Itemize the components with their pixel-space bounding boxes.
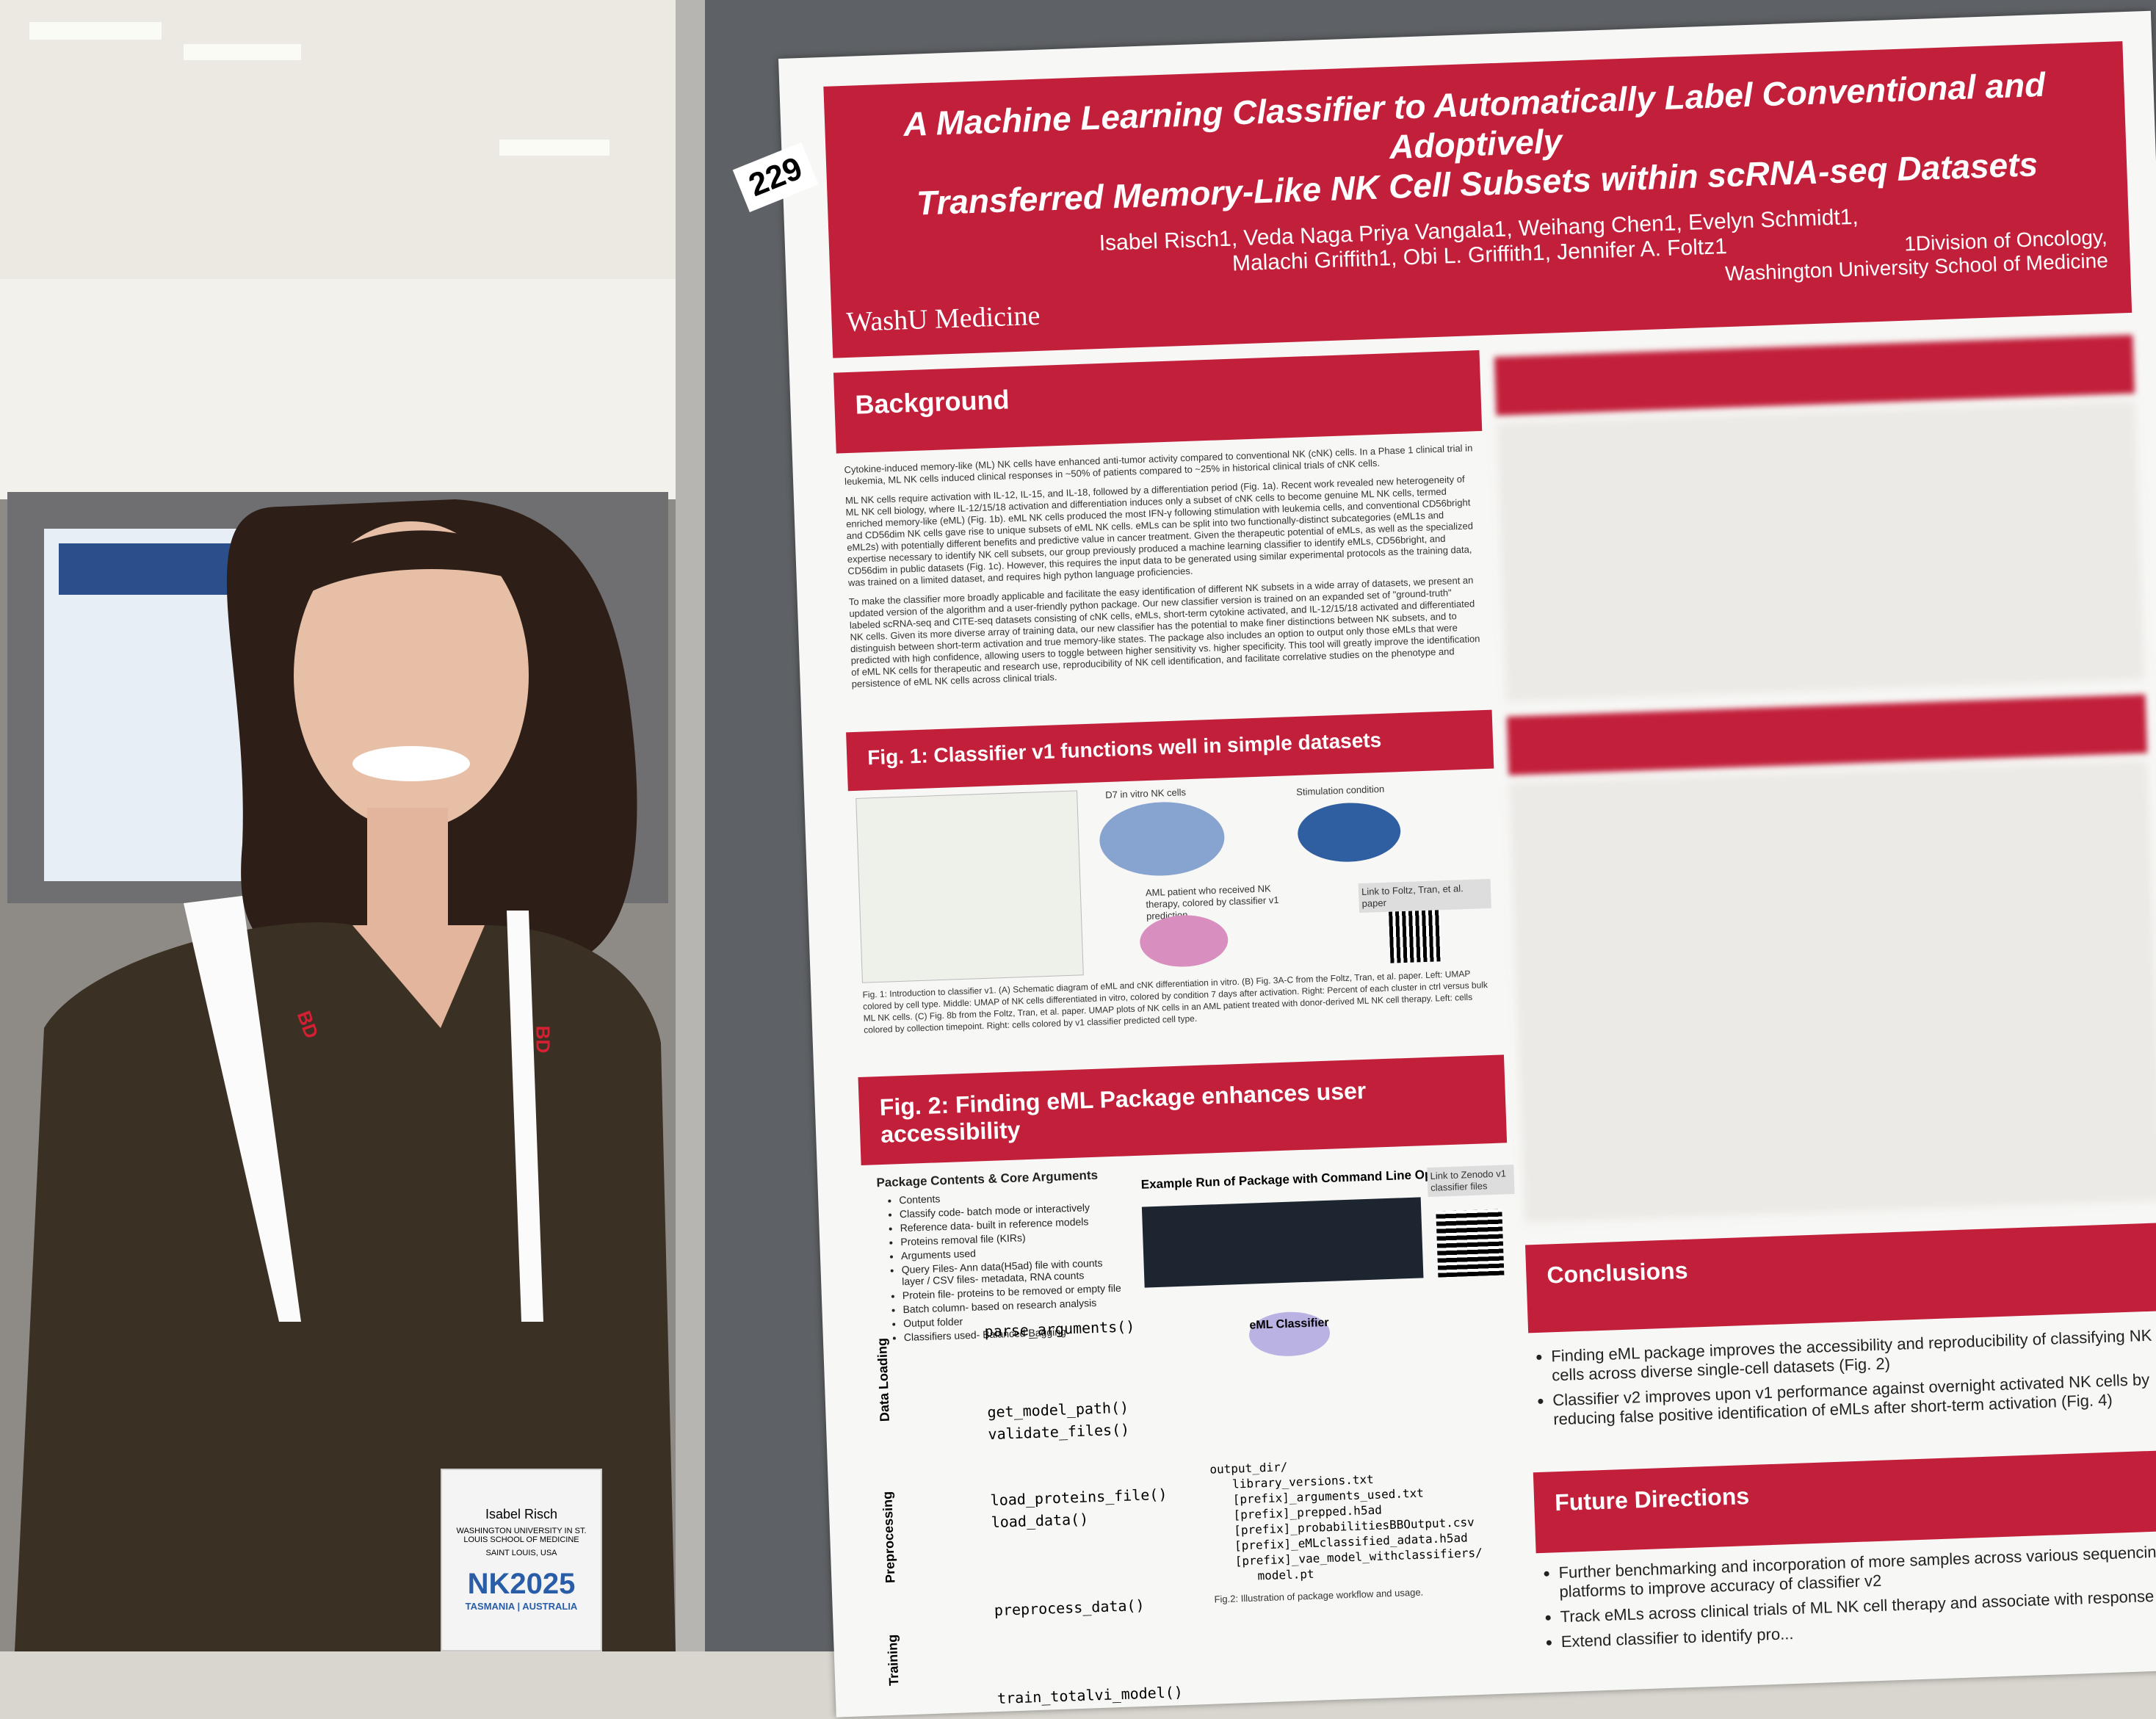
panel-title: D7 in vitro NK cells: [1104, 786, 1187, 801]
background-text: Cytokine-induced memory-like (ML) NK cel…: [844, 442, 1483, 690]
function-name: get_model_path(): [987, 1398, 1129, 1422]
section-heading: Background: [833, 350, 1483, 454]
results-panel: [1494, 334, 2145, 702]
stage-label: Training: [884, 1634, 902, 1687]
item-list: Further benchmarking and incorporation o…: [1536, 1542, 2156, 1658]
stage-labels: Data Loading Preprocessing Training: [874, 1318, 916, 1701]
title-banner: A Machine Learning Classifier to Automat…: [823, 41, 2133, 358]
panel-title: Stimulation condition: [1296, 783, 1385, 797]
figure-caption: Fig.2: Illustration of package workflow …: [1214, 1586, 1424, 1605]
section-heading: Conclusions: [1524, 1223, 2156, 1333]
item-list: Finding eML package improves the accessi…: [1529, 1325, 2156, 1436]
person: [15, 499, 676, 1651]
fig1-panels: D7 in vitro NK cells Stimulation conditi…: [855, 776, 1493, 983]
page: 229 A Machine Learning Classifier to Aut…: [0, 0, 2156, 1651]
logo: WashU Medicine: [845, 300, 1041, 338]
badge-location: TASMANIA | AUSTRALIA: [465, 1601, 578, 1612]
section-heading: Fig. 2: Finding eML Package enhances use…: [858, 1054, 1508, 1165]
function-name: preprocess_data(): [994, 1596, 1145, 1620]
function-name: load_proteins_file(): [990, 1485, 1168, 1510]
panel-title: Example Run of Package with Command Line…: [1140, 1166, 1455, 1192]
stage-label: Preprocessing: [880, 1491, 898, 1584]
function-name: validate_files(): [988, 1420, 1130, 1444]
function-list: parse_arguments() get_model_path() validat…: [969, 1317, 1183, 1707]
output-tree: output_dir/library_versions.txt [prefix]_…: [1209, 1452, 1508, 1585]
badge-event: NK2025: [467, 1568, 576, 1600]
link-label: Link to Foltz, Tran, et al. paper: [1358, 878, 1491, 913]
badge-name: Isabel Risch: [485, 1507, 558, 1521]
lanyard-text: BD: [532, 1025, 554, 1054]
section-heading: Future Directions: [1533, 1450, 2156, 1554]
name-badge: Isabel Risch WASHINGTON UNIVERSITY IN ST…: [441, 1469, 602, 1651]
badge-organization: WASHINGTON UNIVERSITY IN ST. LOUIS SCHOO…: [456, 1527, 587, 1544]
code-screenshot: [1141, 1197, 1424, 1288]
function-name: train_totalvi_model(): [996, 1683, 1184, 1707]
badge-city: SAINT LOUIS, USA: [485, 1549, 557, 1557]
paragraph: ML NK cells require activation with IL-1…: [844, 473, 1474, 589]
paragraph: To make the classifier more broadly appl…: [848, 574, 1480, 690]
classifier-node: eML Classifier: [1248, 1310, 1331, 1358]
qr-code: [1436, 1209, 1505, 1278]
stage-label: Data Loading: [874, 1337, 892, 1422]
results-panel: [1506, 694, 2156, 1223]
function-name: load_data(): [991, 1510, 1089, 1532]
link-label: Link to Zenodo v1 classifier files: [1427, 1164, 1515, 1198]
poster: 229 A Machine Learning Classifier to Aut…: [732, 10, 2156, 1718]
